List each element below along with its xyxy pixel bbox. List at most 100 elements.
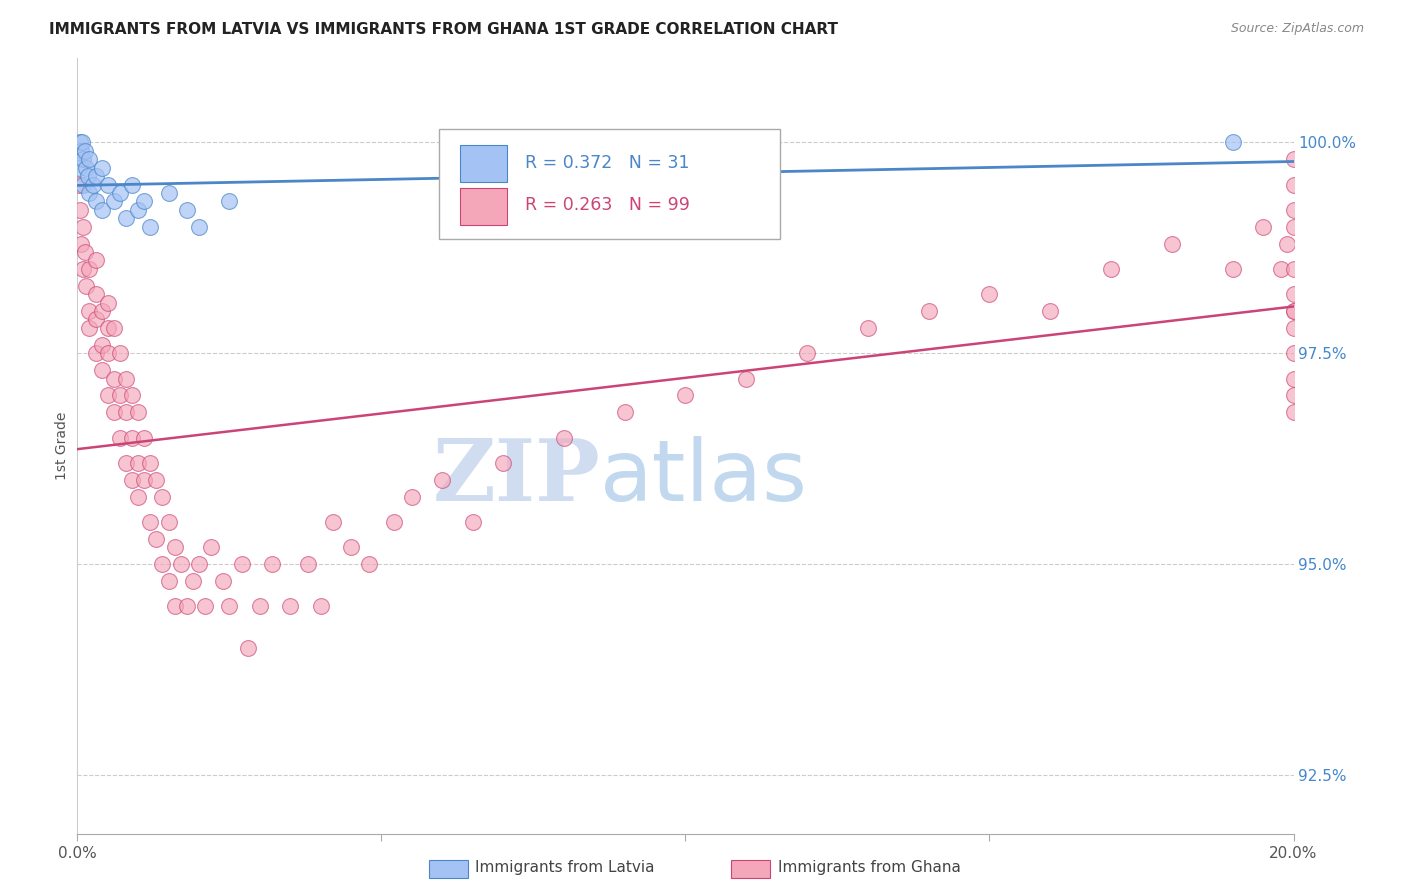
Point [90,202,112,217]
Point [297,557,319,571]
Point [1282,346,1305,360]
Point [121,388,143,402]
Point [188,557,211,571]
Point [103,405,125,419]
Point [75,161,97,175]
Bar [460,187,506,225]
Point [73,144,96,158]
Point [1282,388,1305,402]
Point [70,144,93,158]
Point [97,321,120,335]
Point [1222,136,1244,150]
Point [108,186,131,200]
Point [796,346,818,360]
Point [194,599,217,614]
Point [430,473,453,487]
Point [97,388,120,402]
Text: Immigrants from Latvia: Immigrants from Latvia [475,860,655,874]
Point [139,456,162,470]
Point [84,169,107,183]
Point [127,456,149,470]
Point [70,236,93,251]
Point [90,338,112,352]
Point [152,490,174,504]
Text: Source: ZipAtlas.com: Source: ZipAtlas.com [1230,22,1364,36]
Point [1251,219,1274,234]
Point [90,304,112,318]
Point [1282,405,1305,419]
Point [84,287,107,301]
Point [108,388,131,402]
Point [134,431,156,445]
Point [69,136,91,150]
Point [1222,261,1244,276]
Point [553,431,575,445]
Point [67,161,90,175]
Point [79,186,101,200]
Point [1282,178,1305,192]
Point [145,532,167,546]
Point [979,287,1001,301]
Point [84,346,107,360]
Point [1282,321,1305,335]
Point [218,599,240,614]
Point [1277,236,1299,251]
Point [278,599,301,614]
Point [70,136,93,150]
Point [115,371,138,385]
Point [359,557,381,571]
Point [583,178,606,192]
Point [69,202,91,217]
Point [134,194,156,209]
Point [181,574,204,588]
Point [152,557,174,571]
Point [340,540,363,554]
Point [918,304,941,318]
Point [1282,261,1305,276]
Point [139,219,162,234]
Point [67,178,90,192]
Point [79,321,101,335]
Point [176,202,198,217]
Point [200,540,222,554]
Point [84,253,107,268]
Point [115,456,138,470]
Point [1282,152,1305,166]
Point [127,202,149,217]
Point [231,557,253,571]
Point [75,278,97,293]
Point [1039,304,1062,318]
Point [157,574,180,588]
Point [103,194,125,209]
Point [1282,287,1305,301]
Point [218,194,240,209]
Point [461,169,484,183]
Point [236,641,259,656]
Point [176,599,198,614]
Point [170,557,193,571]
Point [1282,304,1305,318]
FancyBboxPatch shape [439,129,780,239]
Point [1161,236,1184,251]
Point [121,431,143,445]
Point [260,557,283,571]
Text: IMMIGRANTS FROM LATVIA VS IMMIGRANTS FROM GHANA 1ST GRADE CORRELATION CHART: IMMIGRANTS FROM LATVIA VS IMMIGRANTS FRO… [49,22,838,37]
Point [1282,371,1305,385]
Text: atlas: atlas [600,435,808,518]
Point [461,515,484,529]
Point [77,169,100,183]
Point [134,473,156,487]
Point [90,363,112,377]
Point [157,515,180,529]
Point [108,431,131,445]
Text: ZIP: ZIP [433,435,600,519]
Point [79,261,101,276]
Point [79,304,101,318]
Point [1282,304,1305,318]
Text: R = 0.372   N = 31: R = 0.372 N = 31 [524,153,689,172]
Point [72,219,94,234]
Bar [460,145,506,182]
Point [72,152,94,166]
Point [127,490,149,504]
Point [163,599,186,614]
